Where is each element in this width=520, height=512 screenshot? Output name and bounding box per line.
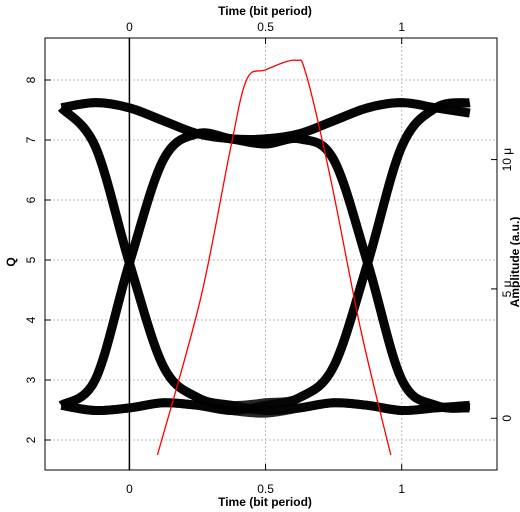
y-tick-label: 7 xyxy=(24,136,38,143)
plot-frame xyxy=(44,37,498,471)
eye-trace xyxy=(60,98,471,416)
top-x-tick-label: 0.5 xyxy=(257,20,274,34)
x-tick-label: 1 xyxy=(398,482,405,496)
y-tick-label: 3 xyxy=(24,376,38,383)
x-tick-label: 0.5 xyxy=(257,482,274,496)
q-curve xyxy=(156,59,392,456)
eye-trace xyxy=(57,104,471,416)
y2-axis-label: Amplitude (a.u.) xyxy=(508,217,520,308)
x-tick-label: 0 xyxy=(126,482,133,496)
y2-tick-label: 10 μ xyxy=(500,148,514,172)
y-tick-label: 4 xyxy=(24,316,38,323)
x-axis-label: Time (bit period) xyxy=(218,495,312,509)
y2-tick-label: 5 μ xyxy=(500,280,514,297)
top-x-tick-label: 1 xyxy=(398,20,405,34)
top-x-tick-label: 0 xyxy=(126,20,133,34)
y-axis-label: Q xyxy=(4,257,18,266)
y-tick-label: 6 xyxy=(24,196,38,203)
eye-trace xyxy=(60,98,471,413)
top-x-axis-label: Time (bit period) xyxy=(218,4,312,18)
y-tick-label: 5 xyxy=(24,256,38,263)
y2-tick-label: 0 xyxy=(500,415,514,422)
y-tick-label: 8 xyxy=(24,76,38,83)
y-tick-label: 2 xyxy=(24,436,38,443)
